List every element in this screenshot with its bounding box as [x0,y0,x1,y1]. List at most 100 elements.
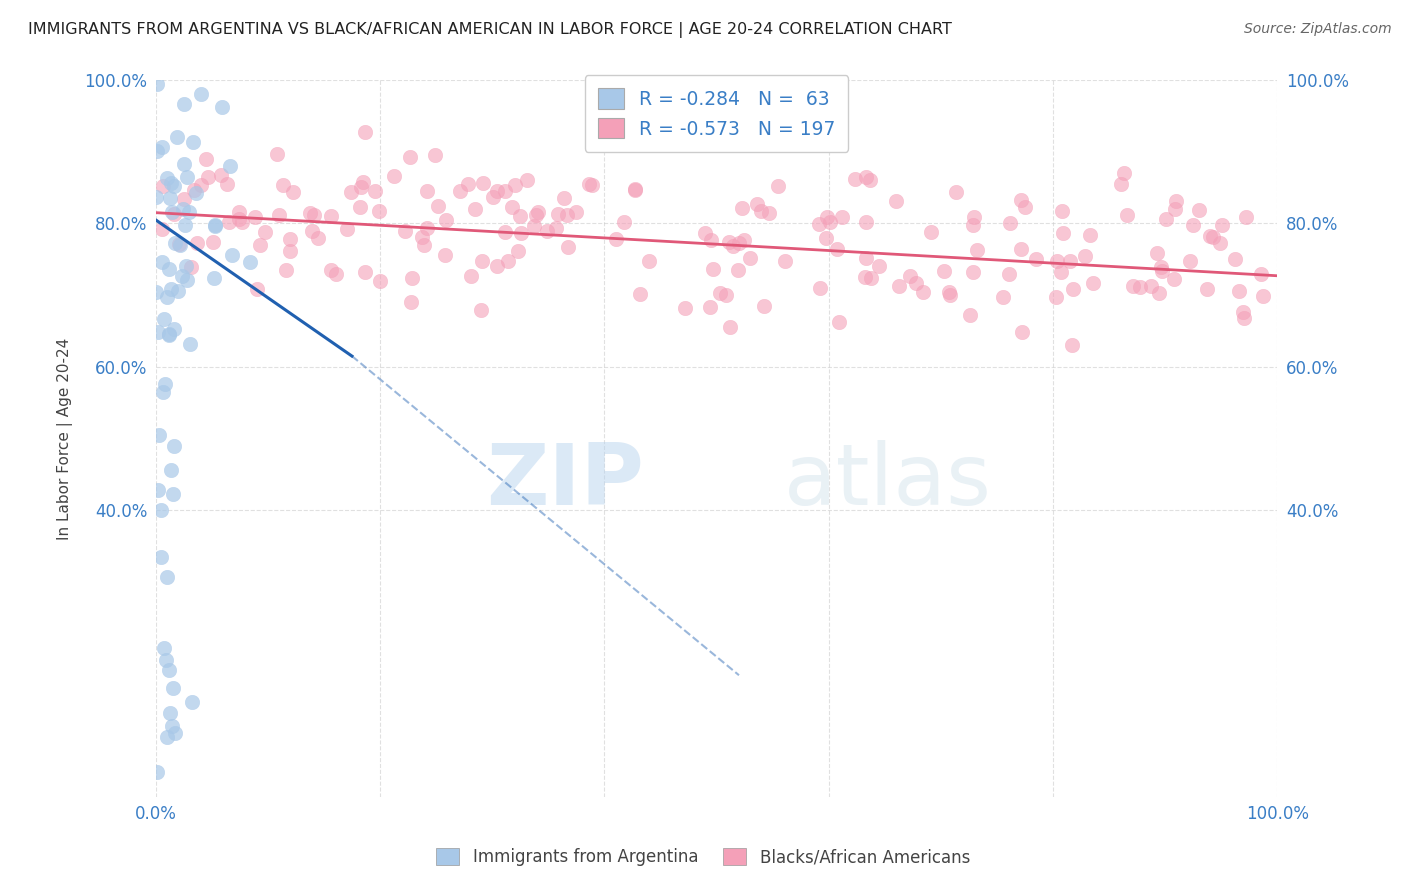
Point [146,764,169,779]
Point [215,177,238,191]
Point [638,253,661,268]
Point [239,255,262,269]
Point [416,184,439,198]
Point [298,206,321,220]
Point [228,211,250,226]
Point [673,301,696,316]
Point [494,225,516,239]
Point [367,204,389,219]
Point [815,210,838,224]
Point [179,336,201,351]
Point [963,211,986,225]
Point [1232,304,1254,318]
Point [157,664,180,678]
Point [613,215,636,229]
Point [159,282,181,296]
Point [354,265,377,279]
Point [939,288,962,302]
Point [176,170,198,185]
Point [470,302,492,317]
Point [693,226,716,240]
Point [1052,226,1074,240]
Point [853,269,876,284]
Point [938,285,960,300]
Point [152,384,174,399]
Point [162,681,184,695]
Point [464,202,486,216]
Point [700,233,723,247]
Point [153,312,176,326]
Point [501,200,523,214]
Point [831,210,853,224]
Point [959,309,981,323]
Point [1140,279,1163,293]
Point [1014,200,1036,214]
Point [565,205,588,219]
Point [180,260,202,274]
Point [1182,219,1205,233]
Point [249,238,271,252]
Point [163,178,186,193]
Point [623,182,645,196]
Point [271,178,294,193]
Point [714,288,737,302]
Point [1163,272,1185,286]
Point [884,194,907,208]
Point [368,274,391,288]
Point [524,208,547,222]
Text: IMMIGRANTS FROM ARGENTINA VS BLACK/AFRICAN AMERICAN IN LABOR FORCE | AGE 20-24 C: IMMIGRANTS FROM ARGENTINA VS BLACK/AFRIC… [28,22,952,38]
Point [818,214,841,228]
Point [1178,253,1201,268]
Point [581,178,603,192]
Point [152,179,174,194]
Point [1081,276,1104,290]
Point [966,243,988,257]
Point [1010,242,1032,256]
Point [1059,254,1081,268]
Point [173,157,195,171]
Point [721,239,744,253]
Point [163,726,186,740]
Point [471,254,494,268]
Point [998,216,1021,230]
Point [150,140,173,154]
Point [828,315,851,329]
Point [557,239,579,253]
Point [1011,325,1033,339]
Point [398,150,420,164]
Point [190,178,212,192]
Point [183,183,205,197]
Point [553,191,575,205]
Point [728,236,751,251]
Point [754,299,776,313]
Point [416,221,439,235]
Point [190,87,212,102]
Point [731,202,754,216]
Point [1202,230,1225,244]
Point [146,145,169,159]
Point [176,272,198,286]
Point [159,706,181,721]
Point [904,276,927,290]
Point [349,200,371,214]
Point [1078,227,1101,242]
Point [1233,311,1256,326]
Point [274,263,297,277]
Point [962,218,984,232]
Point [578,177,600,191]
Point [413,238,436,252]
Point [354,125,377,139]
Point [1025,252,1047,266]
Point [1010,193,1032,207]
Point [718,320,741,334]
Point [858,173,880,187]
Point [547,206,569,220]
Point [218,214,240,228]
Point [411,230,433,244]
Point [482,190,505,204]
Point [1129,280,1152,294]
Point [509,209,531,223]
Point [1234,210,1257,224]
Point [555,208,578,222]
Point [628,287,651,301]
